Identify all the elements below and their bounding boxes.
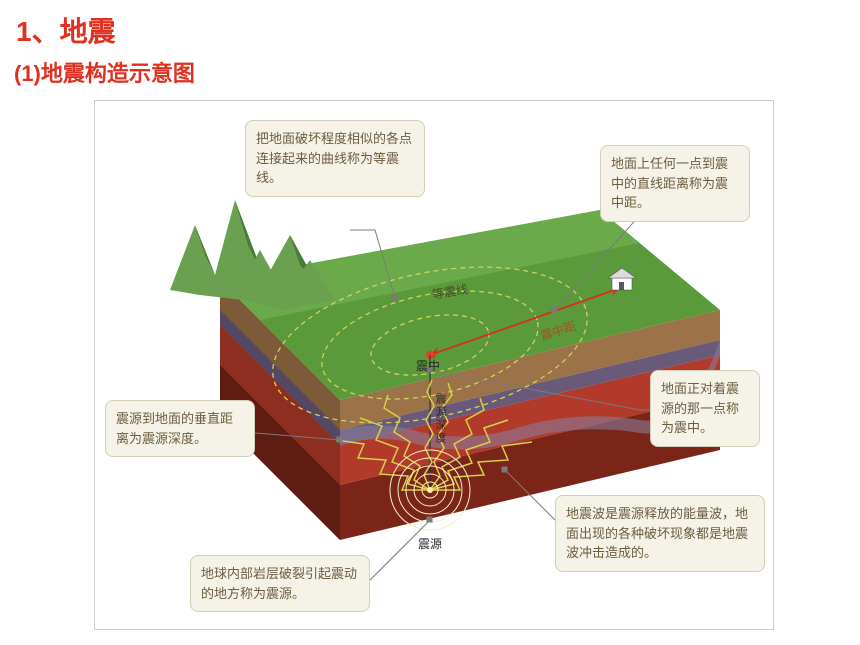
callout-hypo: 地球内部岩层破裂引起震动的地方称为震源。: [190, 555, 370, 612]
callout-iso: 把地面破坏程度相似的各点连接起来的曲线称为等震线。: [245, 120, 425, 197]
label-hypocenter: 震源: [418, 535, 442, 552]
callout-wave: 地震波是震源释放的能量波，地面出现的各种破坏现象都是地震波冲击造成的。: [555, 495, 765, 572]
label-epicenter: 震中: [416, 357, 440, 374]
label-depth: 震源深度: [432, 393, 448, 445]
callout-epicenter: 地面正对着震源的那一点称为震中。: [650, 370, 760, 447]
callout-depth: 震源到地面的垂直距离为震源深度。: [105, 400, 255, 457]
callout-epi-dist: 地面上任何一点到震中的直线距离称为震中距。: [600, 145, 750, 222]
